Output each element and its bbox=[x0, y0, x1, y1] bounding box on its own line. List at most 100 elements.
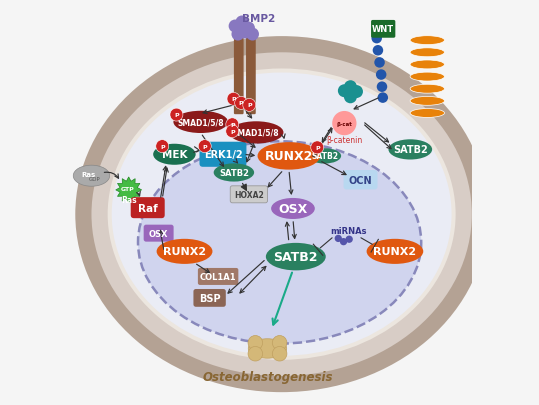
Circle shape bbox=[226, 126, 239, 139]
Circle shape bbox=[231, 28, 244, 41]
Circle shape bbox=[248, 336, 262, 350]
Text: SATB2: SATB2 bbox=[219, 168, 249, 177]
Ellipse shape bbox=[248, 339, 287, 358]
Circle shape bbox=[227, 93, 240, 106]
Text: BMP2: BMP2 bbox=[241, 14, 275, 24]
Text: Ras: Ras bbox=[121, 196, 136, 205]
Text: RUNX2: RUNX2 bbox=[163, 247, 206, 257]
Circle shape bbox=[236, 17, 248, 29]
Ellipse shape bbox=[410, 109, 445, 118]
Text: SATB2: SATB2 bbox=[274, 251, 318, 264]
Circle shape bbox=[371, 34, 382, 44]
Ellipse shape bbox=[266, 243, 326, 271]
Text: COL1A1: COL1A1 bbox=[200, 272, 237, 281]
Ellipse shape bbox=[410, 73, 445, 82]
Circle shape bbox=[242, 23, 255, 35]
Circle shape bbox=[248, 347, 262, 361]
Circle shape bbox=[311, 142, 324, 154]
Text: SATB2: SATB2 bbox=[311, 152, 338, 161]
Circle shape bbox=[239, 26, 252, 39]
Circle shape bbox=[345, 236, 353, 243]
Text: RUNX2: RUNX2 bbox=[374, 247, 417, 257]
Ellipse shape bbox=[410, 61, 445, 70]
Text: RUNX2: RUNX2 bbox=[265, 150, 313, 163]
Circle shape bbox=[170, 109, 183, 122]
Ellipse shape bbox=[410, 85, 445, 94]
Ellipse shape bbox=[258, 143, 320, 170]
FancyBboxPatch shape bbox=[199, 143, 246, 167]
Text: Osteoblastogenesis: Osteoblastogenesis bbox=[202, 371, 333, 384]
Ellipse shape bbox=[153, 144, 196, 165]
Circle shape bbox=[198, 141, 211, 153]
Text: P: P bbox=[203, 144, 207, 149]
Ellipse shape bbox=[75, 37, 488, 392]
FancyBboxPatch shape bbox=[198, 268, 238, 285]
Text: GDP: GDP bbox=[89, 177, 101, 182]
Circle shape bbox=[377, 93, 388, 104]
Text: SMAD1/5/8: SMAD1/5/8 bbox=[177, 118, 224, 127]
Ellipse shape bbox=[157, 239, 212, 264]
Ellipse shape bbox=[174, 111, 228, 134]
Circle shape bbox=[226, 119, 239, 132]
FancyBboxPatch shape bbox=[230, 186, 267, 203]
Ellipse shape bbox=[410, 97, 445, 106]
Circle shape bbox=[344, 81, 357, 94]
Text: Raf: Raf bbox=[138, 203, 157, 213]
Text: SMAD1/5/8: SMAD1/5/8 bbox=[233, 129, 279, 138]
Ellipse shape bbox=[229, 122, 284, 144]
Text: P: P bbox=[174, 113, 179, 118]
FancyBboxPatch shape bbox=[144, 225, 174, 242]
Ellipse shape bbox=[410, 49, 445, 58]
FancyBboxPatch shape bbox=[371, 21, 395, 38]
Text: P: P bbox=[230, 129, 234, 134]
Ellipse shape bbox=[213, 164, 254, 182]
Text: P: P bbox=[247, 103, 252, 108]
Text: miRNAs: miRNAs bbox=[330, 226, 367, 235]
Circle shape bbox=[156, 141, 169, 153]
FancyBboxPatch shape bbox=[246, 36, 255, 115]
Text: OSX: OSX bbox=[149, 229, 168, 238]
Circle shape bbox=[344, 91, 357, 104]
Text: BSP: BSP bbox=[199, 293, 220, 303]
Text: OSX: OSX bbox=[278, 202, 308, 215]
Circle shape bbox=[335, 235, 342, 243]
Text: P: P bbox=[160, 144, 164, 149]
Text: OCN: OCN bbox=[349, 175, 372, 185]
Circle shape bbox=[372, 46, 383, 56]
Text: HOXA2: HOXA2 bbox=[234, 190, 264, 199]
Circle shape bbox=[377, 82, 387, 93]
Circle shape bbox=[246, 28, 259, 41]
Circle shape bbox=[243, 99, 255, 112]
Text: β-cat: β-cat bbox=[336, 122, 353, 126]
Circle shape bbox=[229, 21, 241, 33]
Text: P: P bbox=[239, 101, 244, 106]
Circle shape bbox=[376, 70, 386, 81]
Circle shape bbox=[234, 97, 247, 110]
Text: β-catenin: β-catenin bbox=[326, 136, 363, 145]
Circle shape bbox=[374, 58, 385, 68]
Text: WNT: WNT bbox=[372, 25, 394, 34]
Ellipse shape bbox=[112, 73, 452, 356]
Ellipse shape bbox=[108, 69, 455, 360]
Text: P: P bbox=[231, 97, 236, 102]
Ellipse shape bbox=[389, 140, 432, 160]
Circle shape bbox=[338, 85, 351, 98]
Text: SATB2: SATB2 bbox=[393, 145, 427, 155]
Ellipse shape bbox=[308, 149, 341, 164]
FancyBboxPatch shape bbox=[343, 171, 377, 190]
Ellipse shape bbox=[271, 198, 315, 220]
Circle shape bbox=[272, 347, 287, 361]
Text: ERK1/2: ERK1/2 bbox=[204, 150, 243, 160]
Text: P: P bbox=[230, 122, 234, 128]
Text: MEK: MEK bbox=[162, 150, 187, 160]
Ellipse shape bbox=[73, 166, 109, 187]
Text: GTP: GTP bbox=[121, 186, 135, 191]
Ellipse shape bbox=[367, 239, 423, 264]
Polygon shape bbox=[116, 177, 142, 203]
Ellipse shape bbox=[92, 53, 472, 376]
Ellipse shape bbox=[410, 36, 445, 45]
Circle shape bbox=[350, 86, 363, 99]
Circle shape bbox=[340, 239, 347, 246]
Circle shape bbox=[272, 336, 287, 350]
FancyBboxPatch shape bbox=[131, 198, 165, 219]
